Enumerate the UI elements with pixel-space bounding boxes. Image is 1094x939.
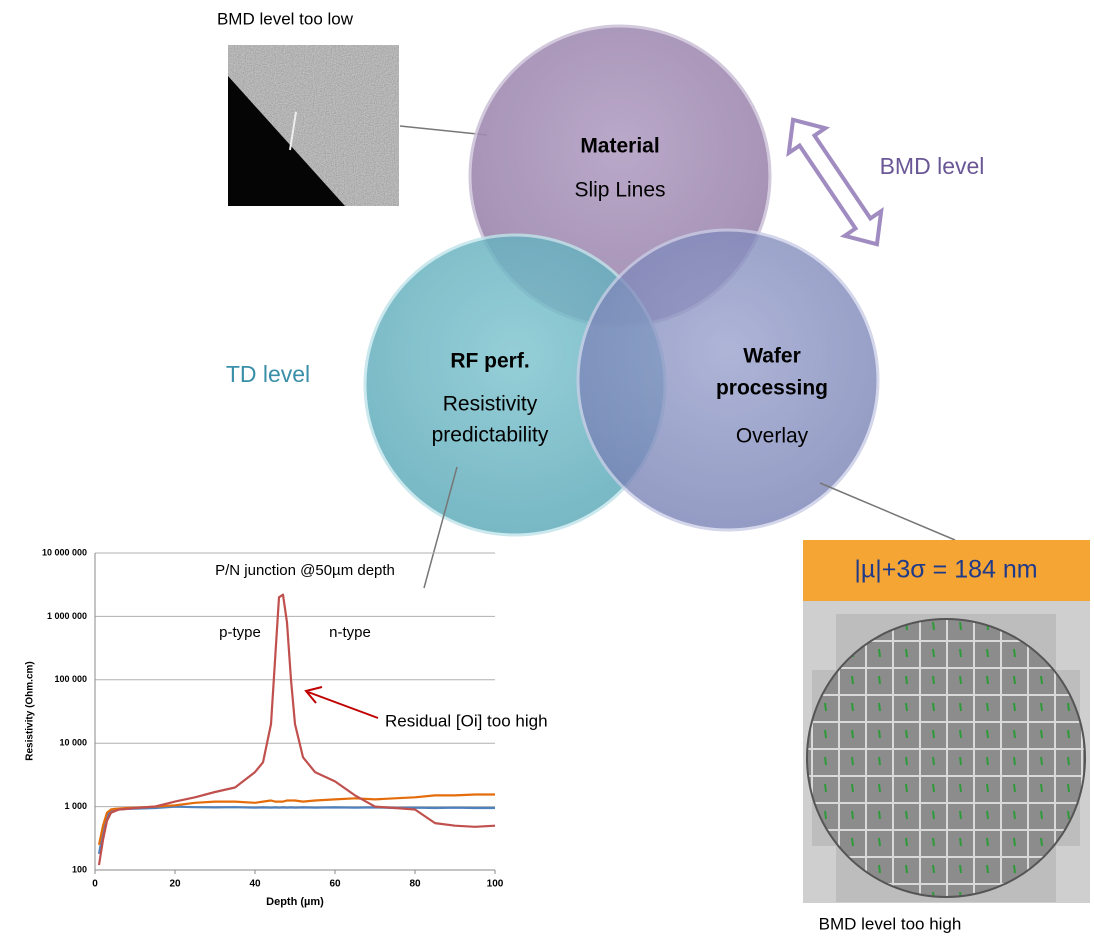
x-axis-label: Depth (µm) — [266, 896, 324, 908]
annotation: p-type — [219, 624, 261, 641]
y-tick-label: 10 000 — [59, 738, 87, 748]
annotation: n-type — [329, 624, 371, 641]
wafer-map — [803, 601, 1090, 903]
y-tick-label: 10 000 000 — [42, 547, 87, 557]
y-tick-label: 1 000 000 — [47, 611, 87, 621]
circle-title: processing — [716, 377, 828, 400]
annotation-arrow — [308, 692, 378, 718]
circle-text: Overlay — [736, 425, 809, 448]
metric-text: |µ|+3σ = 184 nm — [854, 556, 1037, 584]
annotation: Residual [Oi] too high — [385, 711, 548, 730]
page: BMD level too low Material Slip Lines RF… — [0, 0, 1094, 939]
image-label: BMD level too low — [217, 9, 354, 28]
y-axis-label: Resistivity (Ohm.cm) — [25, 661, 36, 760]
y-tick-label: 1 000 — [64, 801, 87, 811]
side-label: BMD level — [880, 153, 985, 179]
double-arrow — [775, 108, 895, 257]
side-label: TD level — [226, 361, 310, 387]
circle-text: Resistivity — [443, 393, 538, 416]
sem-image — [228, 45, 399, 206]
x-tick-label: 40 — [249, 879, 261, 890]
circle-title: Material — [580, 135, 659, 158]
x-tick-label: 80 — [409, 879, 421, 890]
circle-text: Slip Lines — [574, 179, 665, 202]
connector — [820, 483, 955, 540]
x-tick-label: 60 — [329, 879, 341, 890]
chart: Resistivity (Ohm.cm) Depth (µm) 100 1 000… — [25, 547, 548, 908]
image-label: BMD level too high — [819, 914, 962, 933]
circle-title: Wafer — [743, 345, 801, 368]
x-tick-label: 0 — [92, 879, 98, 890]
x-tick-label: 20 — [169, 879, 181, 890]
y-tick-label: 100 000 — [54, 674, 87, 684]
y-tick-label: 100 — [72, 864, 87, 874]
line-series — [99, 795, 495, 845]
x-tick-label: 100 — [487, 879, 504, 890]
circle-text: predictability — [432, 424, 549, 447]
line-series — [99, 807, 495, 854]
circle-title: RF perf. — [450, 350, 529, 373]
connector — [400, 126, 487, 135]
annotation: P/N junction @50µm depth — [215, 562, 395, 579]
